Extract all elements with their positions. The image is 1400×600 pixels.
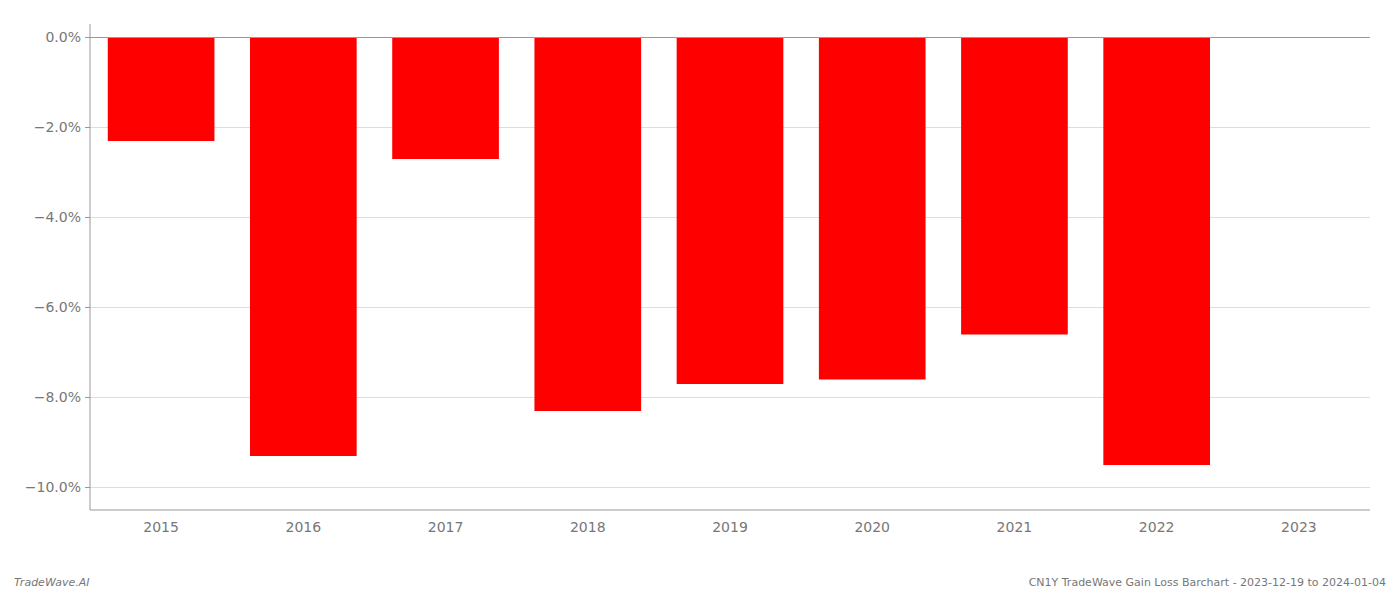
bar — [250, 38, 357, 457]
x-tick-label: 2017 — [428, 519, 464, 535]
bar — [1103, 38, 1210, 466]
x-tick-label: 2019 — [712, 519, 748, 535]
bar — [819, 38, 926, 380]
bars — [108, 38, 1210, 466]
chart-container: 0.0%−2.0%−4.0%−6.0%−8.0%−10.0%2015201620… — [0, 0, 1400, 600]
zero-line — [90, 37, 1370, 38]
y-tick-label: −6.0% — [34, 299, 81, 315]
y-axis: 0.0% −2.0% −4.0% −6.0% −8.0% −10.0% — [25, 24, 90, 510]
bar — [961, 38, 1068, 335]
y-tick — [85, 37, 90, 38]
y-tick — [85, 487, 90, 488]
footer-right: CN1Y TradeWave Gain Loss Barchart - 2023… — [1029, 576, 1386, 589]
chart: 0.0%−2.0%−4.0%−6.0%−8.0%−10.0%2015201620… — [0, 0, 1400, 600]
y-tick-label: −4.0% — [34, 209, 81, 225]
y-tick-label: 0.0% — [45, 29, 81, 45]
x-tick-label: 2016 — [286, 519, 322, 535]
x-tick-label: 2023 — [1281, 519, 1317, 535]
y-tick-label: −2.0% — [34, 119, 81, 135]
x-tick-label: 2021 — [997, 519, 1033, 535]
y-axis-line — [90, 24, 91, 510]
bar — [677, 38, 784, 385]
y-tick — [85, 127, 90, 128]
y-tick — [85, 397, 90, 398]
footer: TradeWave.AI CN1Y TradeWave Gain Loss Bar… — [14, 576, 1386, 589]
x-tick-label: 2015 — [143, 519, 179, 535]
bar — [108, 38, 215, 142]
footer-left: TradeWave.AI — [14, 576, 89, 589]
grid-line — [90, 487, 1370, 488]
grid — [90, 38, 1370, 488]
y-tick-label: −10.0% — [25, 479, 81, 495]
x-axis: 2015 2016 2017 2018 2019 2020 2021 2022 2023 — [90, 38, 1370, 536]
y-tick-label: −8.0% — [34, 389, 81, 405]
y-tick — [85, 307, 90, 308]
x-tick-label: 2018 — [570, 519, 606, 535]
grid-line — [90, 37, 1370, 38]
y-tick — [85, 217, 90, 218]
x-tick-label: 2022 — [1139, 519, 1175, 535]
x-tick-label: 2020 — [854, 519, 890, 535]
bar — [392, 38, 499, 160]
bar — [534, 38, 641, 412]
x-axis-line — [90, 510, 1370, 511]
